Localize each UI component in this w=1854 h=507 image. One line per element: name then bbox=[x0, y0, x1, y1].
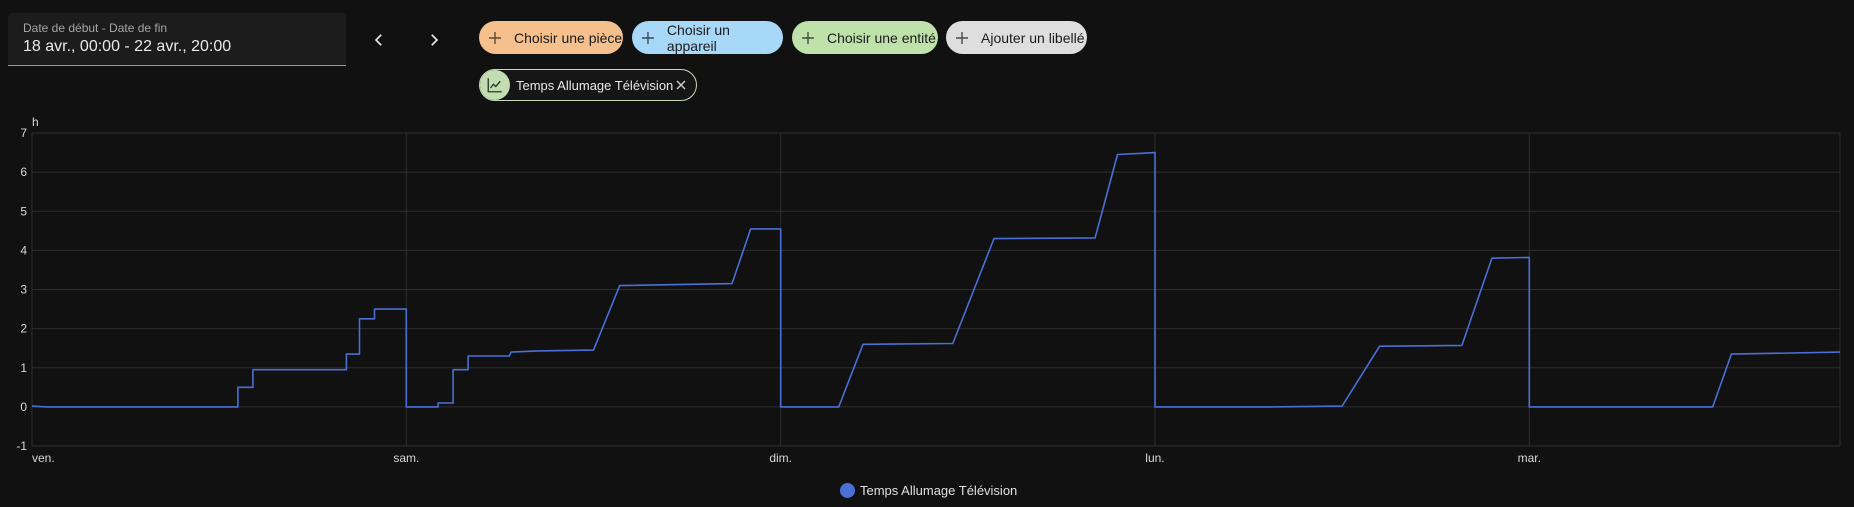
y-tick-label: 2 bbox=[20, 322, 27, 336]
y-tick-label: 6 bbox=[20, 165, 27, 179]
x-tick-label: ven. bbox=[32, 451, 55, 465]
add-label-chip[interactable]: Ajouter un libellé bbox=[946, 21, 1087, 54]
x-tick-label: sam. bbox=[393, 451, 419, 465]
choose-entity-chip[interactable]: Choisir une entité bbox=[792, 21, 938, 54]
y-tick-label: 4 bbox=[20, 243, 27, 257]
plus-icon bbox=[641, 31, 654, 44]
y-tick-label: 3 bbox=[20, 283, 27, 297]
choose-device-chip[interactable]: Choisir un appareil bbox=[632, 21, 783, 54]
previous-period-button[interactable] bbox=[359, 20, 399, 60]
choose-device-label: Choisir un appareil bbox=[666, 21, 730, 54]
x-tick-label: mar. bbox=[1518, 451, 1541, 465]
plus-icon bbox=[956, 31, 968, 44]
chevron-left-icon bbox=[374, 34, 382, 46]
next-period-button[interactable] bbox=[414, 20, 454, 60]
entity-icon-badge bbox=[480, 70, 510, 100]
series-line bbox=[31, 151, 1841, 408]
x-axis-ticks: ven. sam. dim. lun. mar. bbox=[32, 451, 1541, 465]
choose-entity-label: Choisir une entité bbox=[827, 29, 936, 46]
y-tick-label: 0 bbox=[20, 400, 27, 414]
y-axis-ticks: -1 0 1 2 3 4 5 6 7 bbox=[16, 126, 27, 453]
selected-entity-label: Temps Allumage Télévision bbox=[516, 77, 674, 93]
chart-line-icon bbox=[487, 78, 502, 93]
plus-icon bbox=[489, 31, 501, 44]
y-axis-unit: h bbox=[32, 115, 39, 129]
chart-grid bbox=[31, 132, 1841, 447]
y-tick-label: 5 bbox=[20, 204, 27, 218]
y-tick-label: -1 bbox=[16, 439, 27, 453]
y-tick-label: 1 bbox=[20, 361, 27, 375]
date-range-picker[interactable]: Date de début - Date de fin 18 avr., 00:… bbox=[8, 13, 346, 66]
add-label-label: Ajouter un libellé bbox=[981, 29, 1085, 46]
choose-room-chip[interactable]: Choisir une pièce bbox=[479, 21, 623, 54]
legend-swatch bbox=[840, 483, 855, 498]
remove-entity-icon[interactable] bbox=[674, 78, 688, 92]
selected-entity-chip[interactable]: Temps Allumage Télévision bbox=[479, 69, 697, 101]
chart-legend-item[interactable]: Temps Allumage Télévision bbox=[840, 483, 1017, 498]
date-range-label: Date de début - Date de fin bbox=[23, 21, 168, 35]
date-range-value: 18 avr., 00:00 - 22 avr., 20:00 bbox=[23, 38, 232, 55]
legend-label: Temps Allumage Télévision bbox=[860, 483, 1018, 498]
x-tick-label: dim. bbox=[769, 451, 792, 465]
history-chart: -1 0 1 2 3 4 5 6 7 ven. sam. dim. lun. mar. h bbox=[16, 115, 1841, 465]
x-tick-label: lun. bbox=[1145, 451, 1164, 465]
chevron-right-icon bbox=[431, 34, 439, 46]
y-tick-label: 7 bbox=[20, 126, 27, 140]
choose-room-label: Choisir une pièce bbox=[514, 29, 623, 46]
chart-series bbox=[31, 151, 1841, 408]
plus-icon bbox=[802, 31, 814, 44]
